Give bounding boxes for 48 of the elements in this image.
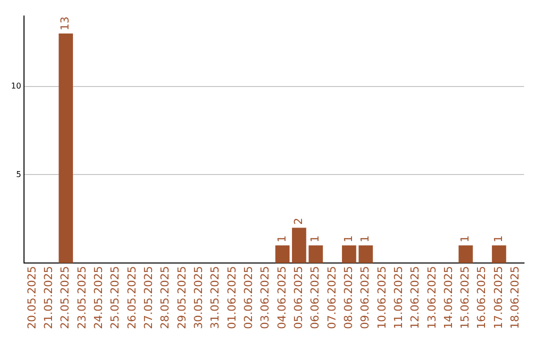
- x-tick-label: 31.05.2025: [208, 266, 222, 330]
- data-label: 2: [292, 218, 305, 225]
- x-tick-label: 22.05.2025: [58, 266, 72, 330]
- bar: [292, 228, 306, 264]
- bar: [308, 245, 323, 264]
- data-label: 1: [275, 235, 288, 242]
- x-tick-label: 21.05.2025: [42, 266, 56, 330]
- x-tick-label: 20.05.2025: [25, 266, 38, 330]
- x-tick-label: 01.06.2025: [225, 266, 238, 330]
- x-tick-label: 11.06.2025: [392, 266, 405, 330]
- x-tick-label: 25.05.2025: [108, 266, 122, 330]
- x-tick-label: 18.06.2025: [508, 266, 522, 330]
- x-tick-label: 14.06.2025: [442, 266, 455, 330]
- x-tick-label: 17.06.2025: [492, 266, 505, 330]
- x-tick-label: 03.06.2025: [258, 266, 272, 330]
- y-tick-label: 10: [10, 82, 22, 91]
- x-tick-label: 04.06.2025: [275, 266, 288, 330]
- bar: [492, 245, 506, 264]
- x-tick-label: 05.06.2025: [292, 266, 305, 330]
- x-tick-label: 26.05.2025: [125, 266, 138, 330]
- x-tick-label: 09.06.2025: [358, 266, 372, 330]
- x-tick-label: 12.06.2025: [408, 266, 422, 330]
- x-tick-label: 16.06.2025: [475, 266, 488, 330]
- y-tick-label: 5: [16, 170, 22, 179]
- x-tick-label: 29.05.2025: [175, 266, 188, 330]
- x-tick-label: 15.06.2025: [458, 266, 472, 330]
- x-tick-label: 23.05.2025: [75, 266, 88, 330]
- x-tick-label: 06.06.2025: [308, 266, 322, 330]
- data-label: 1: [458, 235, 472, 242]
- x-tick-label: 10.06.2025: [375, 266, 388, 330]
- bar: [458, 245, 473, 264]
- x-tick-label: 13.06.2025: [425, 266, 438, 330]
- data-label: 1: [342, 235, 355, 242]
- x-tick-label: 07.06.2025: [325, 266, 338, 330]
- data-label: 1: [308, 235, 322, 242]
- bar: [275, 245, 290, 264]
- bar: [358, 245, 373, 264]
- x-tick-label: 28.05.2025: [158, 266, 172, 330]
- data-label: 13: [58, 16, 72, 30]
- x-tick-label: 30.05.2025: [192, 266, 205, 330]
- x-tick-label: 24.05.2025: [92, 266, 106, 330]
- data-label: 1: [358, 235, 372, 242]
- x-tick-label: 02.06.2025: [242, 266, 255, 330]
- data-label: 1: [492, 235, 505, 242]
- bar: [342, 245, 356, 264]
- bar: [58, 33, 73, 264]
- x-tick-label: 27.05.2025: [142, 266, 155, 330]
- x-tick-label: 08.06.2025: [342, 266, 355, 330]
